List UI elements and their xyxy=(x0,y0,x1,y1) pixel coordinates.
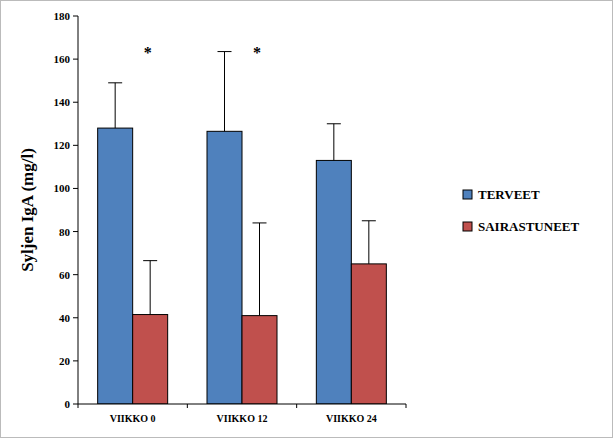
error-bar xyxy=(143,261,157,315)
y-tick-label: 20 xyxy=(59,355,71,367)
y-tick xyxy=(73,59,78,60)
y-tick xyxy=(73,404,78,405)
error-bar xyxy=(253,223,267,316)
y-axis xyxy=(78,16,79,404)
y-tick-label: 80 xyxy=(59,226,71,238)
bar xyxy=(351,264,386,404)
y-tick-label: 0 xyxy=(65,398,71,410)
x-tick-label: VIIKKO 24 xyxy=(326,413,377,424)
y-tick xyxy=(73,188,78,189)
error-cap xyxy=(108,82,122,83)
y-tick xyxy=(73,317,78,318)
x-tick xyxy=(406,404,407,408)
y-tick xyxy=(73,274,78,275)
y-tick xyxy=(73,231,78,232)
error-line xyxy=(115,83,116,128)
y-axis-label: Syljen IgA (mg/l) xyxy=(18,148,37,272)
y-tick-label: 100 xyxy=(54,182,71,194)
error-bar xyxy=(362,221,376,264)
bar xyxy=(133,315,168,404)
significance-mark: * xyxy=(253,44,261,61)
x-tick-label: VIIKKO 0 xyxy=(110,413,156,424)
y-tick-label: 60 xyxy=(59,269,71,281)
error-cap xyxy=(362,220,376,221)
x-tick-label: VIIKKO 12 xyxy=(217,413,268,424)
legend-swatch xyxy=(463,222,472,231)
error-line xyxy=(224,52,225,132)
y-tick-label: 120 xyxy=(54,139,71,151)
chart: 0 20 40 60 80 100 120 140 160 180 VIIKKO 0 VIIKKO 1… xyxy=(0,0,613,438)
bar xyxy=(316,160,351,404)
error-cap xyxy=(253,222,267,223)
legend-label: TERVEET xyxy=(478,187,540,202)
y-tick-label: 40 xyxy=(59,312,71,324)
x-tick xyxy=(296,404,297,408)
significance-mark: * xyxy=(144,44,152,61)
error-bar xyxy=(218,52,232,132)
legend-swatch xyxy=(463,190,472,199)
y-tick xyxy=(73,102,78,103)
y-tick-label: 140 xyxy=(54,96,71,108)
bar xyxy=(98,128,133,404)
error-line xyxy=(333,124,334,161)
error-cap xyxy=(143,260,157,261)
y-tick-label: 160 xyxy=(54,53,71,65)
error-line xyxy=(368,221,369,264)
y-tick xyxy=(73,360,78,361)
y-tick-label: 180 xyxy=(54,10,71,22)
error-bar xyxy=(108,83,122,128)
bar xyxy=(242,316,277,404)
x-tick xyxy=(78,404,79,408)
x-axis xyxy=(78,404,406,405)
error-line xyxy=(150,261,151,315)
error-line xyxy=(259,223,260,316)
frame xyxy=(1,1,613,438)
bar xyxy=(207,131,242,404)
y-tick xyxy=(73,145,78,146)
x-tick xyxy=(187,404,188,408)
legend-label: SAIRASTUNEET xyxy=(478,219,579,234)
plot-area xyxy=(98,52,387,404)
error-cap xyxy=(327,123,341,124)
error-cap xyxy=(218,51,232,52)
error-bar xyxy=(327,124,341,161)
y-tick xyxy=(73,16,78,17)
